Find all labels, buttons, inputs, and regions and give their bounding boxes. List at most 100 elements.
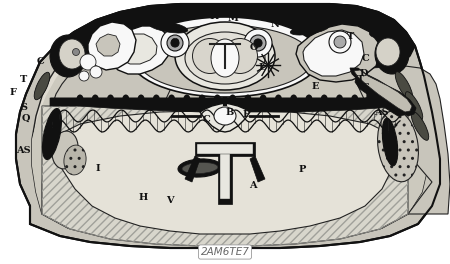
Ellipse shape xyxy=(214,95,221,103)
Text: K: K xyxy=(210,12,218,21)
Polygon shape xyxy=(197,144,253,154)
Text: V: V xyxy=(166,196,174,205)
Ellipse shape xyxy=(260,95,267,103)
Polygon shape xyxy=(220,152,230,199)
Ellipse shape xyxy=(72,49,80,55)
Ellipse shape xyxy=(211,39,239,77)
Text: R: R xyxy=(364,91,372,100)
Text: E: E xyxy=(243,110,250,119)
Text: 2AM6TE7: 2AM6TE7 xyxy=(201,247,249,257)
Ellipse shape xyxy=(275,95,282,103)
Polygon shape xyxy=(32,10,428,214)
Ellipse shape xyxy=(244,95,252,103)
Polygon shape xyxy=(350,68,416,116)
Text: C: C xyxy=(202,115,210,124)
Text: L: L xyxy=(258,63,265,72)
Ellipse shape xyxy=(405,92,423,120)
Ellipse shape xyxy=(375,34,409,74)
Ellipse shape xyxy=(161,29,189,57)
Ellipse shape xyxy=(138,95,144,103)
Ellipse shape xyxy=(378,110,419,182)
Ellipse shape xyxy=(376,38,400,66)
Polygon shape xyxy=(303,30,364,76)
Ellipse shape xyxy=(42,109,62,159)
Polygon shape xyxy=(218,149,232,204)
Text: AS: AS xyxy=(374,109,389,117)
Ellipse shape xyxy=(382,118,398,166)
Text: B: B xyxy=(225,109,234,117)
Text: A: A xyxy=(249,181,256,190)
Ellipse shape xyxy=(153,95,160,103)
Ellipse shape xyxy=(76,95,84,103)
Polygon shape xyxy=(200,103,250,132)
Ellipse shape xyxy=(214,107,236,125)
Text: Q: Q xyxy=(22,114,30,123)
Ellipse shape xyxy=(290,23,330,35)
Ellipse shape xyxy=(64,145,86,175)
Ellipse shape xyxy=(366,95,373,103)
Polygon shape xyxy=(16,4,440,248)
Ellipse shape xyxy=(351,95,358,103)
Polygon shape xyxy=(42,66,176,214)
Polygon shape xyxy=(185,156,200,182)
Text: S: S xyxy=(320,22,327,31)
Polygon shape xyxy=(108,26,170,74)
Ellipse shape xyxy=(90,66,102,78)
Text: X: X xyxy=(194,11,201,20)
Text: T: T xyxy=(20,75,27,84)
Ellipse shape xyxy=(222,39,257,73)
Polygon shape xyxy=(88,22,136,70)
Ellipse shape xyxy=(167,35,183,51)
Ellipse shape xyxy=(306,95,312,103)
Ellipse shape xyxy=(107,95,114,103)
Polygon shape xyxy=(55,4,415,72)
Polygon shape xyxy=(42,106,408,246)
Text: FP: FP xyxy=(158,12,173,21)
Text: S: S xyxy=(20,103,27,112)
Polygon shape xyxy=(296,24,380,82)
Ellipse shape xyxy=(92,95,99,103)
Polygon shape xyxy=(58,111,396,234)
Ellipse shape xyxy=(148,21,188,33)
Text: C: C xyxy=(361,54,369,63)
Ellipse shape xyxy=(175,22,275,90)
Ellipse shape xyxy=(34,72,50,100)
Text: S: S xyxy=(362,83,369,92)
Ellipse shape xyxy=(395,72,413,100)
Text: M: M xyxy=(228,14,238,23)
Ellipse shape xyxy=(290,95,297,103)
Ellipse shape xyxy=(130,17,320,97)
Polygon shape xyxy=(250,156,265,182)
Ellipse shape xyxy=(250,35,266,51)
Text: P: P xyxy=(299,165,306,174)
Polygon shape xyxy=(96,34,120,56)
Ellipse shape xyxy=(198,95,206,103)
Ellipse shape xyxy=(168,95,175,103)
Text: N: N xyxy=(270,20,279,29)
Ellipse shape xyxy=(244,29,272,57)
Text: E: E xyxy=(311,82,319,91)
Ellipse shape xyxy=(321,95,328,103)
Ellipse shape xyxy=(59,39,85,69)
Ellipse shape xyxy=(254,39,262,47)
Ellipse shape xyxy=(411,112,429,140)
Ellipse shape xyxy=(122,95,129,103)
Text: T: T xyxy=(357,75,364,84)
Ellipse shape xyxy=(229,95,236,103)
Ellipse shape xyxy=(138,25,312,93)
Ellipse shape xyxy=(329,31,351,53)
Text: O: O xyxy=(250,43,258,52)
Text: T: T xyxy=(346,32,354,41)
Ellipse shape xyxy=(183,95,190,103)
Text: AS: AS xyxy=(16,146,31,155)
Ellipse shape xyxy=(193,39,228,73)
Text: H: H xyxy=(139,193,148,202)
Ellipse shape xyxy=(79,71,89,81)
Ellipse shape xyxy=(185,32,265,84)
Text: D: D xyxy=(360,69,368,78)
Ellipse shape xyxy=(171,39,179,47)
Text: I: I xyxy=(96,164,100,173)
Ellipse shape xyxy=(182,162,218,173)
Ellipse shape xyxy=(80,54,96,70)
Ellipse shape xyxy=(50,35,86,77)
